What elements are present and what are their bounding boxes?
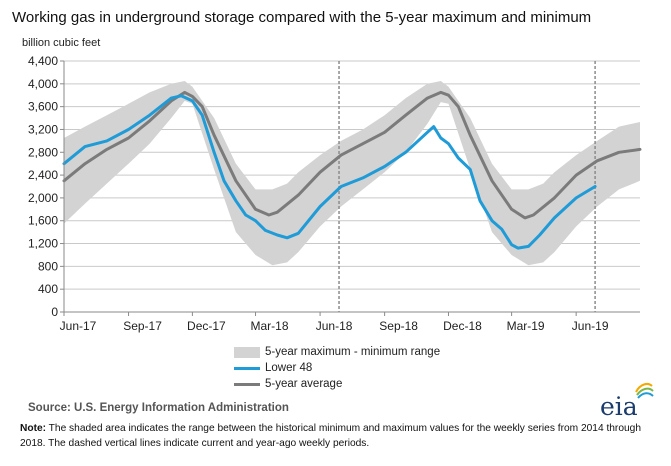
- chart: 0 400 800 1,200 1,600 2,000 2,400 2,800 3,200 3,6…: [28, 54, 642, 333]
- y-tick-label: 4,000: [28, 77, 58, 91]
- y-tick-labels: 0 400 800 1,200 1,600 2,000 2,400 2,800 3,200 3,6…: [28, 54, 58, 319]
- axes: [60, 60, 640, 316]
- y-tick-label: 3,600: [28, 100, 58, 114]
- x-tick-label: Sep-18: [379, 319, 418, 333]
- x-tick-label: Mar-19: [507, 319, 545, 333]
- x-tick-label: Jun-19: [572, 319, 609, 333]
- y-tick-label: 1,600: [28, 214, 58, 228]
- y-tick-label: 3,200: [28, 122, 58, 136]
- legend-item-range: 5-year maximum - minimum range: [234, 344, 440, 360]
- note-label: Note:: [20, 423, 47, 434]
- x-tick-labels: Jun-17 Sep-17 Dec-17 Mar-18 Jun-18 Sep-18 Dec-…: [60, 319, 609, 333]
- range-band: [64, 81, 640, 266]
- eia-logo-icon: [635, 383, 654, 399]
- legend-item-lower48: Lower 48: [234, 360, 440, 376]
- legend: 5-year maximum - minimum range Lower 48 …: [234, 344, 440, 392]
- legend-swatch-average: [234, 382, 260, 386]
- y-tick-label: 2,000: [28, 191, 58, 205]
- legend-item-average: 5-year average: [234, 376, 440, 392]
- y-tick-label: 2,400: [28, 168, 58, 182]
- x-tick-label: Mar-18: [251, 319, 289, 333]
- lower48-line: [62, 94, 597, 250]
- note-text: The shaded area indicates the range betw…: [20, 423, 641, 449]
- chart-title: Working gas in underground storage compa…: [12, 9, 592, 26]
- y-tick-label: 1,200: [28, 237, 58, 251]
- legend-swatch-lower48: [234, 366, 260, 370]
- legend-swatch-band: [234, 346, 260, 358]
- y-axis-label: billion cubic feet: [22, 37, 101, 49]
- x-tick-label: Dec-18: [443, 319, 482, 333]
- y-tick-label: 0: [51, 305, 58, 319]
- y-tick-label: 2,800: [28, 145, 58, 159]
- x-tick-label: Jun-18: [316, 319, 353, 333]
- source-line: Source: U.S. Energy Information Administ…: [28, 402, 289, 414]
- x-tick-label: Sep-17: [123, 319, 162, 333]
- eia-logo-text: eia: [600, 392, 638, 421]
- y-tick-label: 4,400: [28, 54, 58, 68]
- series-lines: [62, 90, 642, 250]
- gridlines: [64, 60, 640, 290]
- legend-label-range: 5-year maximum - minimum range: [265, 346, 441, 358]
- x-tick-label: Jun-17: [60, 319, 97, 333]
- y-tick-label: 400: [38, 282, 58, 296]
- x-tick-label: Dec-17: [187, 319, 226, 333]
- range-band-layer: [64, 81, 640, 266]
- legend-label-average: 5-year average: [265, 378, 343, 390]
- y-tick-label: 800: [38, 259, 58, 273]
- footnote: Note: The shaded area indicates the rang…: [20, 421, 660, 451]
- legend-label-lower48: Lower 48: [265, 362, 313, 374]
